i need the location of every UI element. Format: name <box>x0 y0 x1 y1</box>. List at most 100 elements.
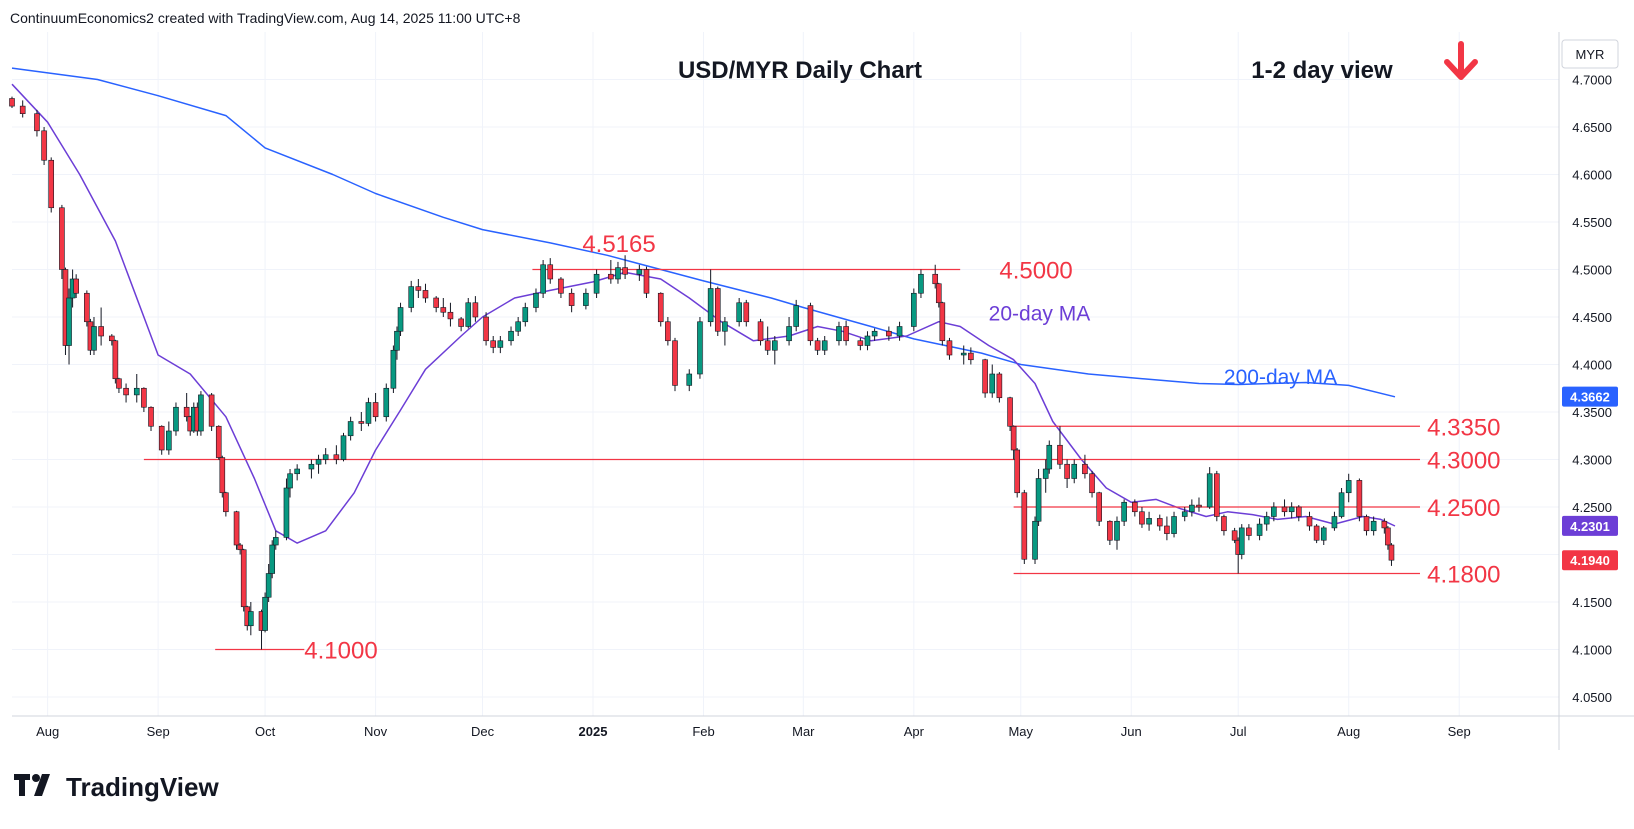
candle-body <box>939 302 946 342</box>
candle-body <box>540 264 546 294</box>
candle <box>1121 499 1127 526</box>
candle-body <box>73 278 79 294</box>
candle-body <box>1238 527 1245 555</box>
candle-body <box>1263 516 1270 525</box>
candle <box>757 318 764 346</box>
candle <box>408 280 415 313</box>
y-tick-label: 4.7000 <box>1572 73 1612 88</box>
candle <box>91 317 97 355</box>
view-label: 1-2 day view <box>1251 57 1393 84</box>
candle <box>533 288 539 313</box>
candle-body <box>1196 504 1202 508</box>
candle-body <box>697 321 703 375</box>
level-label: 4.5000 <box>999 258 1072 285</box>
candle-body <box>1363 516 1370 532</box>
candle-body <box>91 326 97 351</box>
candle <box>1385 526 1391 550</box>
candle-body <box>1014 449 1020 494</box>
x-tick-label: Oct <box>255 724 276 739</box>
candle-body <box>1114 520 1120 541</box>
candle-body <box>465 302 472 327</box>
candle <box>98 307 104 346</box>
candle-body <box>269 544 276 574</box>
candle-body <box>968 352 974 361</box>
y-tick-label: 4.4000 <box>1572 358 1612 373</box>
candle-body <box>836 326 842 342</box>
candle-body <box>133 387 140 396</box>
candle <box>1114 516 1120 550</box>
candle <box>287 469 293 498</box>
candle <box>148 406 154 431</box>
candle <box>1338 488 1345 519</box>
y-tick-label: 4.6000 <box>1572 168 1612 183</box>
candle <box>1320 526 1327 545</box>
candle-body <box>1288 506 1295 513</box>
x-tick-label: Apr <box>904 724 925 739</box>
candle <box>764 326 771 355</box>
candle <box>347 416 354 441</box>
candle <box>308 459 315 479</box>
candle-body <box>960 352 967 356</box>
candle-body <box>148 406 154 427</box>
candle-body <box>982 359 988 394</box>
candle <box>1256 518 1263 541</box>
candle <box>223 491 229 517</box>
candle-body <box>864 335 871 346</box>
candle-body <box>183 406 190 418</box>
candle <box>1046 440 1053 474</box>
y-tick-label: 4.6500 <box>1572 120 1612 135</box>
candle-body <box>533 292 539 308</box>
candle-body <box>272 537 279 546</box>
candle <box>1089 470 1095 498</box>
candle <box>1007 396 1013 431</box>
candle <box>1107 520 1113 545</box>
candle <box>911 288 917 332</box>
ma20-line-group <box>11 83 1396 544</box>
candle <box>166 421 172 455</box>
price-badge <box>1562 515 1618 536</box>
candle <box>508 326 514 346</box>
candle-body <box>112 340 119 380</box>
candle <box>262 592 268 633</box>
candle-body <box>608 273 614 280</box>
candle-body <box>1032 520 1038 560</box>
candle <box>322 448 329 465</box>
candle-body <box>394 330 400 351</box>
candle <box>123 383 129 403</box>
candle <box>1021 489 1028 564</box>
candle-body <box>1107 520 1113 541</box>
x-tick-label: Nov <box>364 724 388 739</box>
candle-body <box>1206 473 1213 508</box>
candle-body <box>1231 530 1238 541</box>
candle-body <box>743 302 750 323</box>
candle-body <box>333 454 340 460</box>
candle <box>989 364 996 398</box>
x-tick-label: Feb <box>692 724 714 739</box>
candle <box>996 372 1003 403</box>
candle <box>365 397 372 427</box>
candle <box>982 358 988 398</box>
candle-body <box>347 421 354 437</box>
candle <box>1010 425 1017 460</box>
candle <box>1271 502 1277 522</box>
candle-body <box>1345 480 1352 494</box>
candle <box>483 312 489 346</box>
tradingview-logo[interactable]: TradingView <box>14 772 219 803</box>
candle <box>547 258 554 284</box>
candle-body <box>440 307 447 313</box>
candle-body <box>223 492 229 513</box>
candle <box>697 317 703 379</box>
price-badges: 4.3662 4.2301 4.1940 <box>1562 386 1618 571</box>
candle-body <box>946 340 953 356</box>
candle-body <box>886 330 892 337</box>
candle-body <box>287 473 293 489</box>
price-badge-label: 4.1940 <box>1570 553 1610 568</box>
candle-body <box>219 457 226 494</box>
candle-body <box>1320 527 1327 541</box>
candle-body <box>508 330 514 342</box>
candle-body <box>871 330 878 337</box>
candle <box>871 328 878 341</box>
candle-body <box>1035 478 1042 522</box>
